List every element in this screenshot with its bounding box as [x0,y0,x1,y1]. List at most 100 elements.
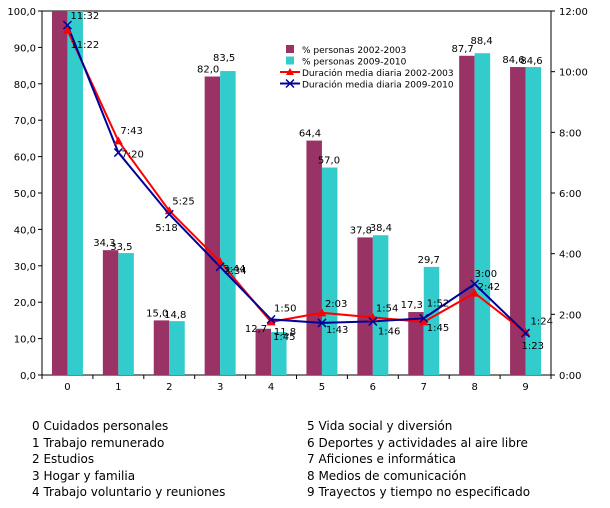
bar-value-label-2009-2010: 29,7 [418,255,440,266]
line-value-label-2009-2010: 1:23 [522,341,544,352]
x-tick-label: 9 [522,382,528,393]
line-value-label-2002-2003: 3:44 [223,264,245,275]
x-tick-label: 5 [319,382,325,393]
x-tick-label: 7 [421,382,427,393]
bar-2009-2010 [423,266,440,375]
line-value-label-2002-2003: 11:22 [70,40,99,51]
line-marker-2002-2003 [317,308,327,317]
legend-label: % personas 2009-2010 [302,58,407,68]
line-2009-2010 [66,24,527,334]
y-right-tick-label: 12:00 [559,7,588,18]
y-left-tick-label: 90,0 [14,43,36,54]
bar-value-label-2002-2003: 82,0 [197,65,219,76]
category-legend-right: 5 Vida social y diversión 6 Deportes y a… [307,418,530,501]
bar-2002-2003 [153,320,170,375]
legend-label: Duración media diaria 2002-2003 [302,68,454,79]
bar-2009-2010 [220,71,236,375]
line-value-label-2002-2003: 5:25 [172,197,194,208]
line-value-label-2009-2010: 3:00 [475,269,497,280]
bar-2009-2010 [321,167,338,375]
y-right-tick-label: 0:00 [559,371,581,382]
line-marker-2002-2003 [113,136,123,145]
line-value-label-2009-2010: 7:20 [121,150,143,161]
bar-2009-2010 [169,321,185,375]
bar-value-label-2009-2010: 14,8 [164,310,186,321]
bar-2002-2003 [102,250,119,375]
line-2002-2003 [66,29,527,334]
line-marker-2002-2003 [419,317,429,326]
category-legend-item: 3 Hogar y familia [32,468,136,483]
bar-2002-2003 [408,312,424,375]
legend-label: Duración media diaria 2009-2010 [302,80,454,91]
x-tick-label: 4 [268,382,274,393]
y-right-tick-label: 6:00 [559,189,581,200]
bar-value-label-2009-2010: 38,4 [370,223,392,234]
bar-2009-2010 [67,11,83,375]
y-left-tick-label: 100,0 [7,7,36,18]
line-value-label-2009-2010: 11:32 [70,11,99,22]
y-left-tick-label: 0,0 [20,371,36,382]
bar-value-label-2002-2003: 12,7 [245,324,267,335]
x-tick-label: 3 [217,382,223,393]
category-legend-item: 2 Estudios [32,452,95,467]
line-marker-2009-2010 [266,314,276,324]
line-value-label-2009-2010: 1:50 [274,303,296,314]
y-left-tick-label: 40,0 [14,225,36,236]
y-left-tick-label: 20,0 [14,298,36,309]
line-value-label-2002-2003: 7:43 [120,126,142,137]
y-left-tick-label: 10,0 [14,335,36,346]
bar-value-label-2002-2003: 34,3 [93,238,115,249]
bar-2009-2010 [474,53,491,375]
bar-value-label-2002-2003: 84,6 [502,55,524,66]
category-legend-item: 8 Medios de comunicación [307,468,467,483]
bar-value-label-2009-2010: 33,5 [110,242,132,253]
bar-2002-2003 [357,237,373,375]
line-value-label-2002-2003: 1:24 [531,317,553,328]
chart: 0,0 10,0 20,0 30,0 40,0 50,0 60,0 70,0 80,0 90,0 1… [7,7,588,393]
line-value-label-2009-2010: 5:18 [155,223,177,234]
x-tick-label: 2 [166,382,172,393]
line-value-label-2002-2003: 1:45 [273,332,295,343]
category-legend-item: 4 Trabajo voluntario y reuniones [32,485,226,500]
line-value-label-2009-2010: 1:43 [326,325,348,336]
line-marker-2002-2003 [62,25,72,34]
line-marker-2009-2010 [470,279,480,289]
category-legend-item: 0 Cuidados personales [32,419,169,433]
bar-2009-2010 [118,253,134,375]
bar-2009-2010 [525,67,542,375]
bar-value-label-2002-2003: 17,3 [401,300,423,311]
category-legend-left: 0 Cuidados personales 1 Trabajo remunera… [32,418,225,501]
line-marker-2009-2010 [113,148,123,158]
line-marker-2009-2010 [215,262,225,272]
x-tick-label: 0 [64,382,70,393]
bar-2002-2003 [255,328,272,375]
bar-value-label-2002-2003: 64,4 [299,129,321,140]
category-legend-item: 1 Trabajo remunerado [32,435,165,450]
bar-value-label-2002-2003: 15,0 [146,308,168,319]
category-legend-item: 9 Trayectos y tiempo no especificado [307,485,531,500]
line-marker-2009-2010 [164,209,174,219]
bar-2002-2003 [459,55,475,375]
line-value-label-2002-2003: 1:45 [427,323,449,334]
bar-2009-2010 [271,332,287,375]
line-marker-2009-2010 [521,328,531,338]
category-legend-item: 7 Aficiones e informática [307,452,457,467]
y-right-tick-label: 10:00 [559,68,588,79]
line-marker-2002-2003 [215,257,225,266]
y-right-tick-label: 8:00 [559,128,581,139]
legend-marker [285,78,295,89]
y-right-tick-label: 4:00 [559,250,581,261]
legend-label: % personas 2002-2003 [302,46,406,56]
line-value-label-2002-2003: 2:03 [325,299,347,310]
line-value-label-2009-2010: 3:34 [224,266,246,277]
line-marker-2009-2010 [419,313,429,323]
bar-value-label-2009-2010: 11,8 [274,327,296,338]
y-left-tick-label: 70,0 [14,116,36,127]
y-left-tick-label: 80,0 [14,80,36,91]
x-tick-label: 1 [115,382,121,393]
category-legend-item: 5 Vida social y diversión [307,419,453,433]
bar-value-label-2009-2010: 83,5 [213,53,235,64]
bar-2002-2003 [306,140,322,375]
bar-2002-2003 [204,76,221,376]
line-value-label-2009-2010: 1:52 [427,298,449,309]
